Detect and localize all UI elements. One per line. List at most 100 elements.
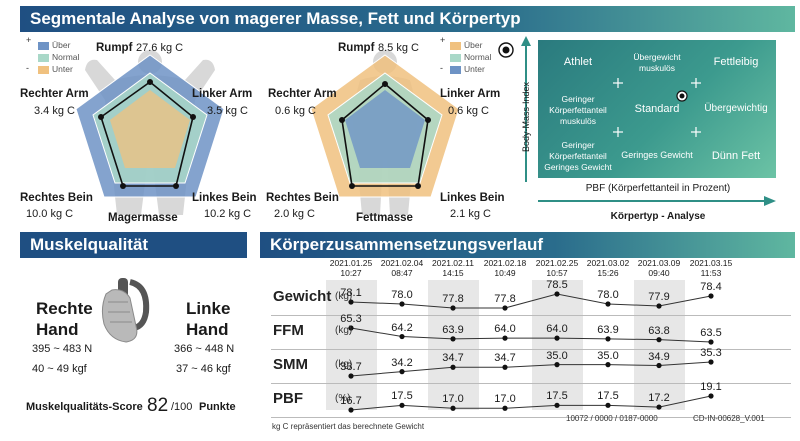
history-row-label: Gewicht [273,288,332,305]
history-value: 63.8 [648,324,670,337]
history-row-label: FFM [273,322,304,339]
fat-left-arm-value: 0.6 kg C [448,105,489,117]
history-value: 33.7 [340,361,362,373]
history-point [348,299,354,305]
history-point [502,405,508,411]
history-value: 17.0 [442,393,464,406]
history-date: 2021.03.15 11:53 [689,258,733,278]
history-value: 64.0 [494,323,516,336]
fat-left-leg-value: 2.1 kg C [450,208,491,220]
column-shade [532,280,583,410]
history-value: 17.2 [648,392,670,405]
history-value: 16.7 [340,395,362,407]
history-point [708,339,714,345]
history-value: 17.5 [391,390,413,403]
marker-legend-icon [498,42,514,58]
lean-point-left-leg [173,183,179,189]
history-point [708,393,714,399]
history-row-unit: (kg) [335,325,353,336]
fat-left-leg-label: Linkes Bein [440,192,505,204]
legend-fat: Über Normal Unter [450,40,510,80]
bt-x-axis-label: PBF (Körperfettanteil in Prozent) [585,183,731,194]
history-point [656,404,662,410]
bt-cell-geringes-gewicht: Geringes Gewicht [621,150,693,160]
fat-right-leg-value: 2.0 kg C [274,208,315,220]
history-point [605,336,611,342]
history-lines [348,291,714,413]
history-title: Körperzusammensetzungsverlauf [270,235,544,254]
bt-y-axis-label: Body-Mass-Index [521,81,531,153]
footer-note: kg C repräsentiert das berechnete Gewich… [272,422,425,431]
history-value: 17.5 [546,390,568,403]
history-row-label: PBF [273,390,303,407]
fat-radar [310,50,460,215]
history-row-unit: (kg) [335,359,353,370]
left-hand-title: Linke Hand [186,299,231,339]
fat-point-right-arm [339,117,345,123]
lean-point-right-arm [98,114,104,120]
history-point [554,335,560,341]
bt-cell-duenn-fett: Dünn Fett [711,150,761,162]
history-row-unit: (kg) [335,291,353,302]
fat-point-left-arm [425,117,431,123]
hand-grip-icon [101,278,150,343]
plus-tick: + [26,35,32,45]
history-table: 2021.01.25 10:27 2021.02.04 08:47 2021.02.… [265,258,795,418]
legend-lean: Über Normal Unter [38,40,98,80]
history-value: 63.9 [597,323,619,336]
bt-cell-gering-geringes-gewicht: Geringer Körperfettanteil Geringes Gewic… [544,140,612,172]
history-value: 35.3 [700,347,722,359]
right-hand-kgf: 40 ~ 49 kgf [32,363,87,375]
bt-cell-fettleibig: Fettleibig [713,56,759,68]
fat-trunk-label: Rumpf [338,42,375,54]
history-date: 2021.02.25 10:57 [535,258,579,278]
bt-cell-standard: Standard [634,103,680,115]
history-date: 2021.02.04 08:47 [380,258,424,278]
muscle-bar: Muskelqualität [20,232,247,258]
history-point [450,364,456,370]
fat-caption: Fettmasse [356,212,413,224]
history-row-label: SMM [273,356,308,373]
history-value: 78.0 [391,289,413,301]
history-value: 78.4 [700,281,722,293]
score-max: /100 [171,401,193,413]
bodytype-grid [538,40,776,178]
fat-point-trunk [382,81,388,87]
history-value: 17.0 [494,393,516,406]
right-hand-title: Rechte Hand [36,299,93,339]
history-value: 78.5 [546,279,568,291]
column-shade [634,280,685,410]
bt-caption: Körpertyp - Analyse [610,211,706,222]
fat-trunk-value: 8.5 kg C [378,42,419,54]
muscle-title: Muskelqualität [30,235,149,254]
bt-cell-uebergewicht-muskuloes: Übergewicht muskulös [633,52,681,73]
history-value: 77.9 [648,291,670,303]
history-date: 2021.02.11 14:15 [432,258,474,278]
history-value: 63.5 [700,327,722,339]
history-point [450,336,456,342]
page-title: Segmentale Analyse von magerer Masse, Fe… [30,9,521,28]
history-value: 35.0 [597,349,619,362]
history-point [450,305,456,311]
fat-point-left-leg [415,183,421,189]
history-value: 34.9 [648,350,670,363]
bt-cell-gering-muskuloes: Geringer Körperfettanteil muskulös [549,94,607,126]
left-hand-kgf: 37 ~ 46 kgf [176,363,231,375]
history-point [554,402,560,408]
row-separator [271,383,791,384]
fat-right-arm-value: 0.6 kg C [275,105,316,117]
lean-point-left-arm [190,114,196,120]
bodytype-crosses [613,78,701,137]
score-value: 82 [147,395,169,416]
lean-right-arm-value: 3.4 kg C [34,105,75,117]
history-series-line [350,327,712,343]
history-series-line [350,293,712,309]
history-value: 35.0 [546,349,568,362]
left-hand-n: 366 ~ 448 N [174,343,235,355]
history-point [656,303,662,309]
history-point [399,402,405,408]
history-point [399,369,405,375]
history-series-line [350,395,712,411]
bodytype-axes [521,36,776,206]
lean-point-trunk [147,79,153,85]
